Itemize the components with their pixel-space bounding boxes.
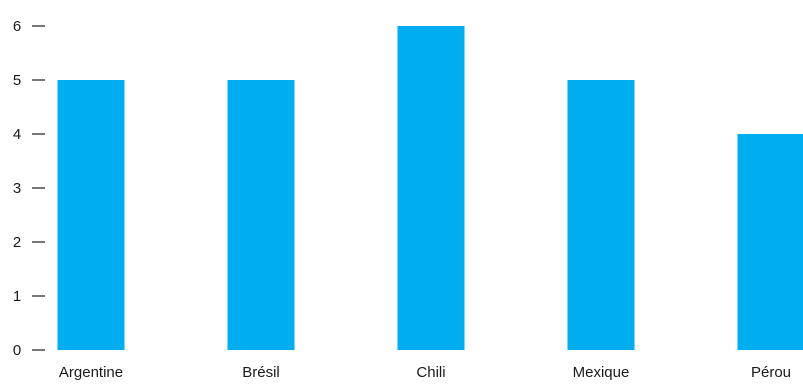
y-tick-label-1: 1 [13,288,21,305]
bar-argentine [57,80,125,350]
x-tick-label-pérou: Pérou [751,364,791,381]
x-axis: Argentine Brésil Chili Mexique Pérou [59,364,791,381]
y-tick-label-6: 6 [13,18,21,35]
bar-pérou [737,134,803,350]
bar-chili [397,26,465,350]
y-tick-label-0: 0 [13,342,21,359]
x-tick-label-chili: Chili [416,364,445,381]
x-tick-label-brésil: Brésil [242,364,280,381]
x-tick-label-mexique: Mexique [573,364,630,381]
y-tick-label-2: 2 [13,234,21,251]
bar-mexique [567,80,635,350]
bar-brésil [227,80,295,350]
x-tick-label-argentine: Argentine [59,364,123,381]
y-tick-label-5: 5 [13,72,21,89]
y-axis: 0 1 2 3 4 5 6 [13,18,45,359]
y-tick-label-3: 3 [13,180,21,197]
y-tick-label-4: 4 [13,126,21,143]
bars [57,26,803,350]
